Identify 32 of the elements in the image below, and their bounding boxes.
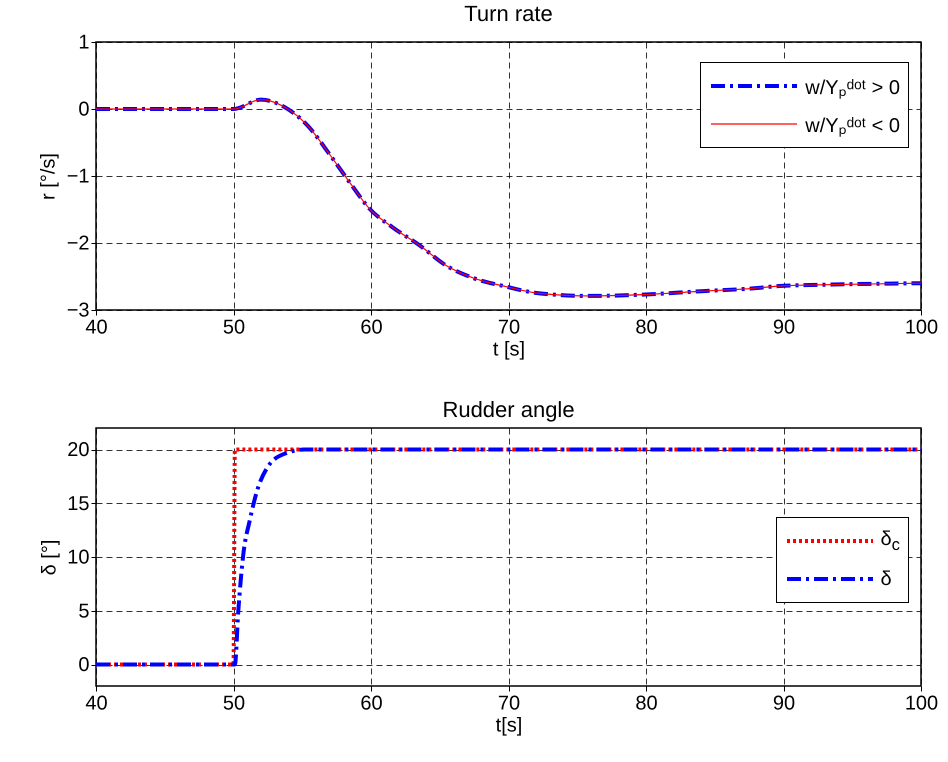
x-tick-label: 50 [222, 692, 246, 714]
legend-label: δ$_{c}$ [880, 528, 900, 554]
x-tick-label: 60 [360, 692, 383, 714]
y-tick-label: 0 [78, 654, 90, 676]
y-tick-label: 5 [78, 600, 90, 622]
x-tick-label: 40 [85, 692, 108, 714]
x-tick-label: 70 [498, 692, 520, 714]
x-axis-title: t[s] [496, 714, 522, 736]
x-tick-label: 50 [222, 316, 246, 338]
y-axis-title: r [°/s] [38, 153, 60, 200]
x-tick-label: 80 [635, 316, 658, 338]
chart-title: Rudder angle [442, 397, 575, 422]
legend-label: w/Yₚᵈᵒᵗ < 0 [805, 114, 900, 138]
x-tick-label: 90 [772, 316, 796, 338]
x-tick-label: 80 [635, 692, 658, 714]
y-tick-label: 15 [67, 492, 90, 515]
legend-label: w/Yₚᵈᵒᵗ > 0 [805, 76, 900, 100]
x-tick-label: 70 [498, 316, 520, 338]
x-axis-title: t [s] [492, 338, 526, 360]
x-tick-label: 100 [904, 692, 938, 714]
y-tick-label: 1 [78, 32, 90, 54]
y-tick-label: 0 [78, 98, 90, 120]
legend-label: δ [880, 568, 892, 590]
x-tick-label: 60 [360, 316, 383, 338]
y-tick-label: 10 [67, 546, 90, 568]
y-tick-label: −1 [66, 166, 90, 188]
y-tick-label: 20 [67, 439, 90, 461]
y-tick-label: −2 [66, 232, 90, 254]
chart-title: Turn rate [464, 1, 553, 26]
x-tick-label: 100 [904, 316, 938, 338]
y-axis-title: δ [°] [38, 540, 60, 576]
x-tick-label: 90 [772, 692, 796, 714]
